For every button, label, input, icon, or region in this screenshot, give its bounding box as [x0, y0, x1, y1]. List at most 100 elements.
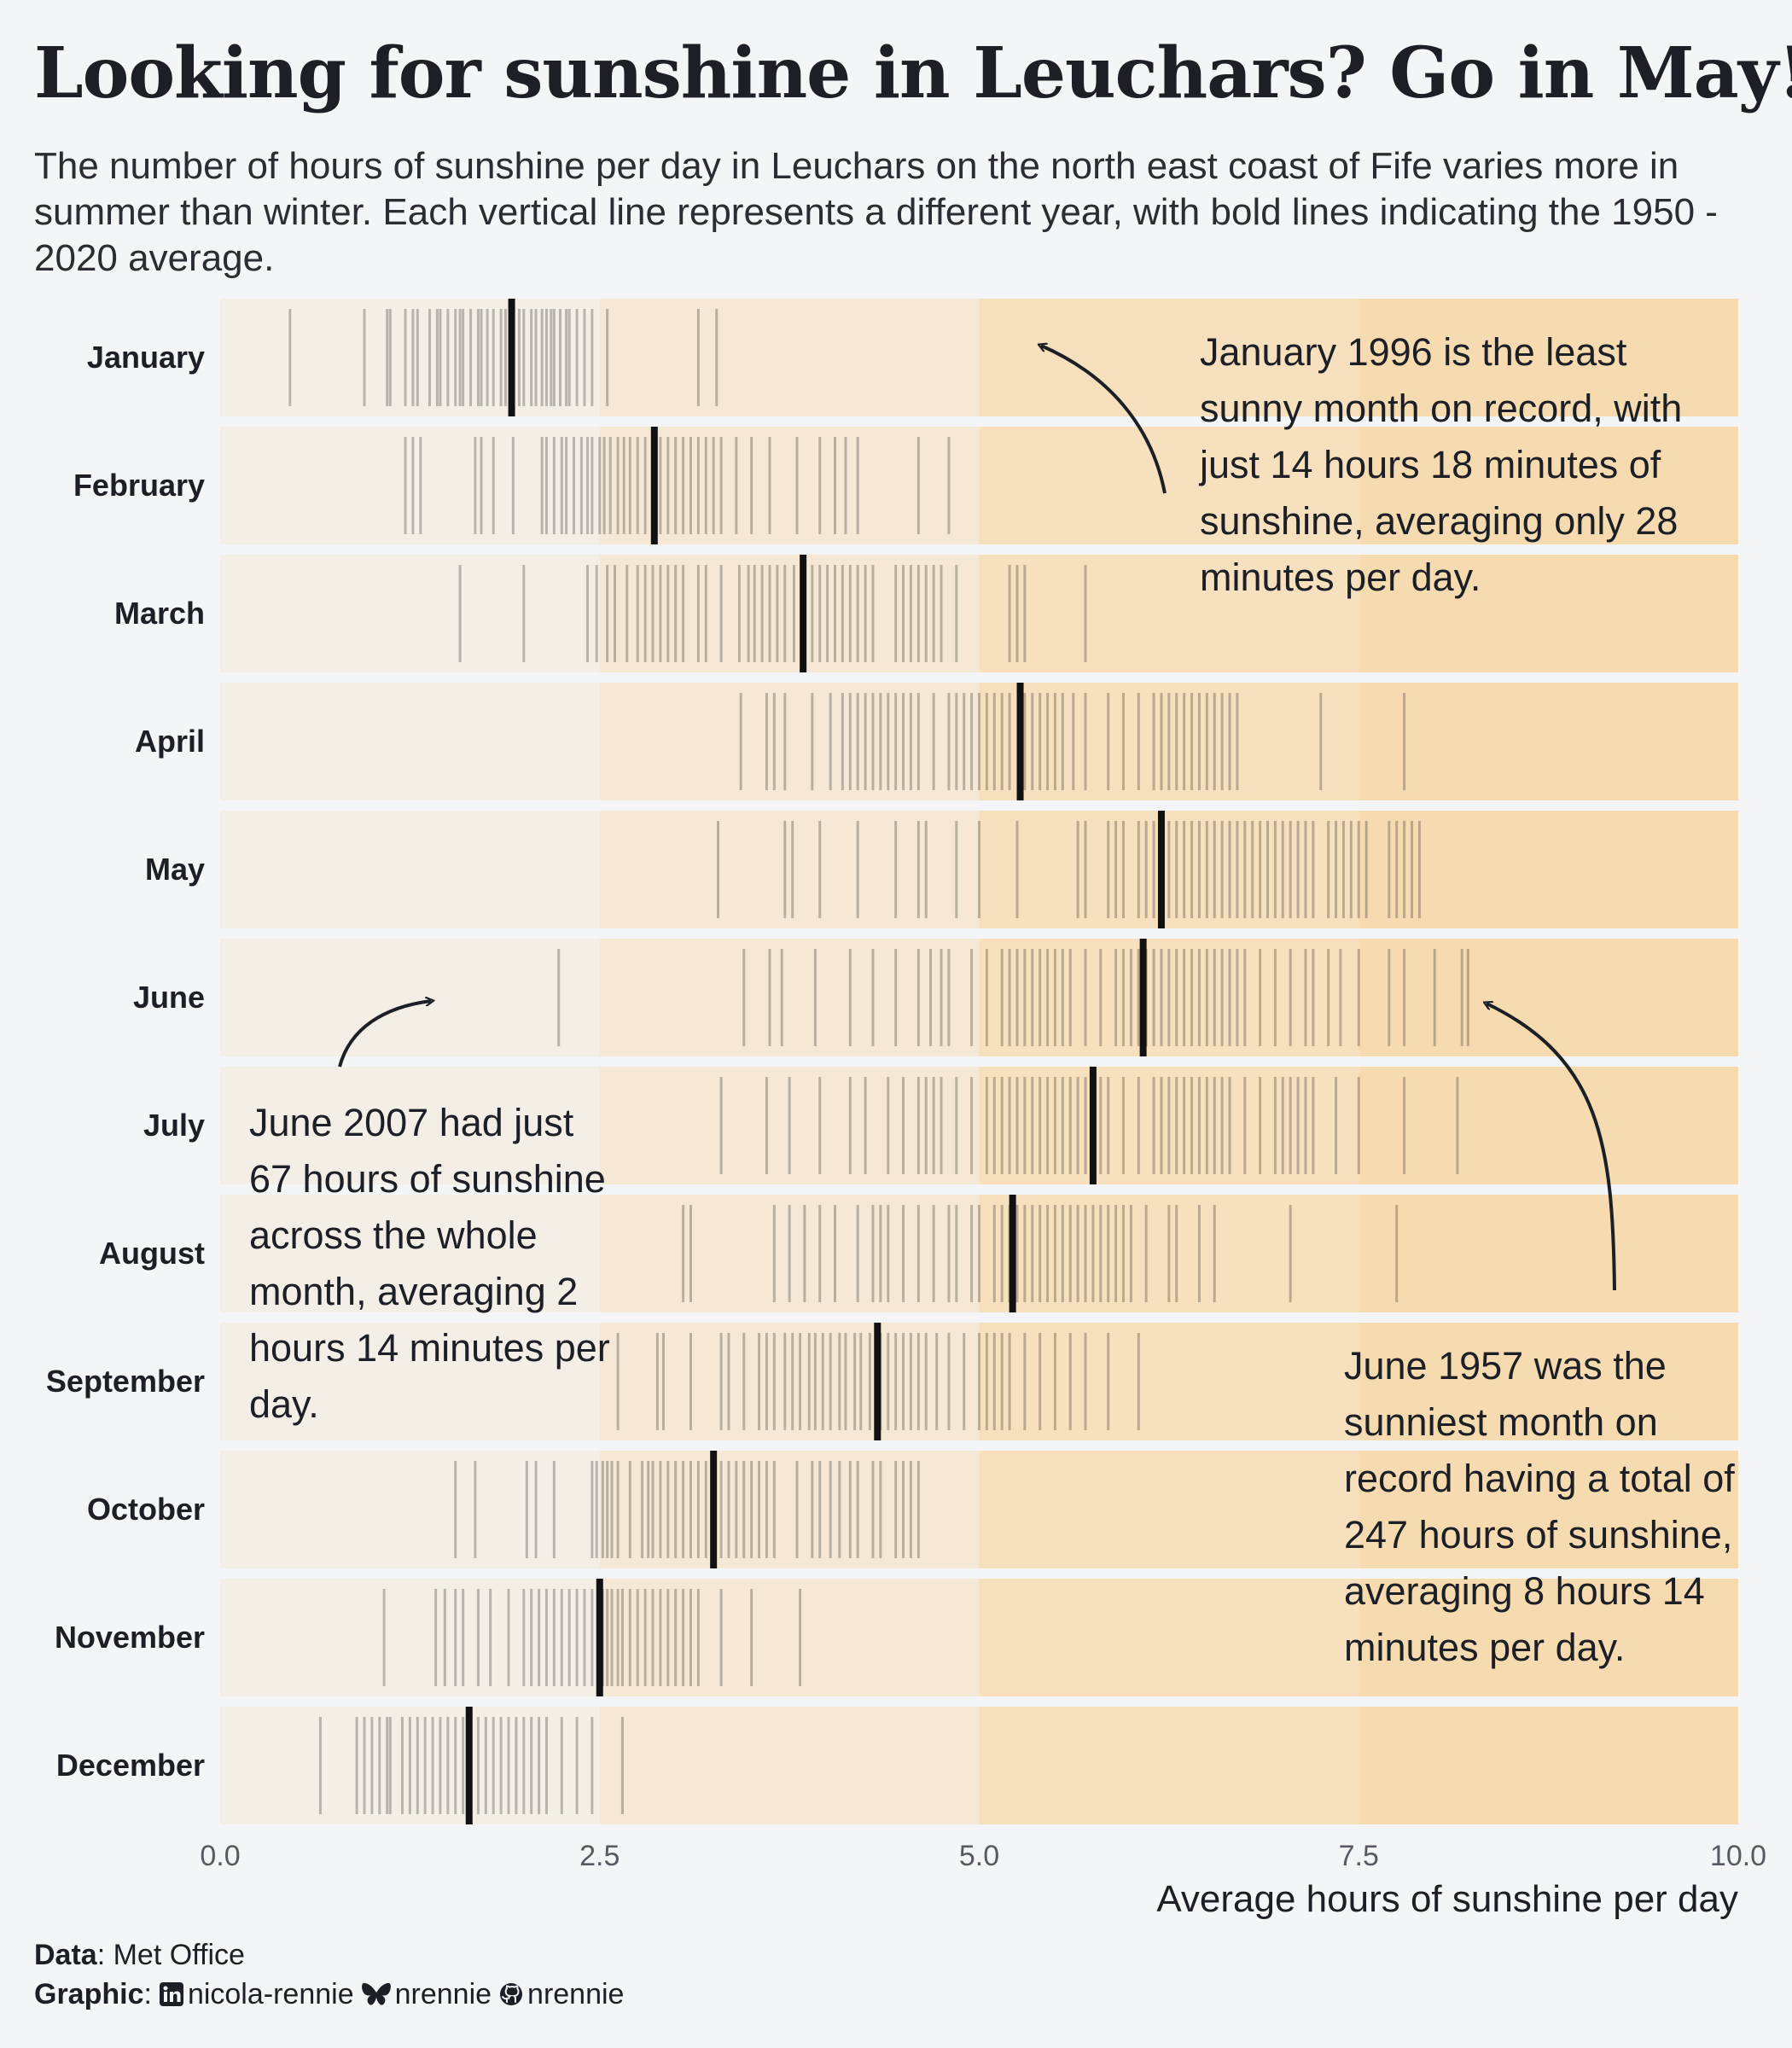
year-line: [647, 1461, 650, 1558]
year-line: [601, 1461, 604, 1558]
year-line: [833, 437, 836, 534]
year-line: [1190, 693, 1194, 790]
year-line: [924, 821, 928, 918]
github-handle[interactable]: nrennie: [527, 1978, 625, 2010]
year-line: [818, 1461, 822, 1558]
year-line: [1213, 821, 1216, 918]
background-band: [1359, 811, 1738, 928]
year-line: [916, 1205, 920, 1302]
year-line: [404, 437, 407, 534]
year-line: [651, 1461, 655, 1558]
year-line: [821, 1333, 824, 1430]
year-line: [1312, 1077, 1315, 1174]
year-line: [947, 437, 951, 534]
annotation-june-1957: June 1957 was the sunniest month on reco…: [1344, 1344, 1735, 1669]
year-line: [985, 693, 988, 790]
year-line: [1213, 1205, 1216, 1302]
year-line: [1122, 1077, 1126, 1174]
year-line: [1251, 821, 1254, 918]
background-band: [979, 683, 1359, 800]
year-line: [522, 1589, 526, 1686]
year-line: [807, 1333, 811, 1430]
year-line: [788, 1077, 791, 1174]
year-line: [1456, 1077, 1459, 1174]
year-line: [992, 1333, 996, 1430]
year-line: [606, 565, 609, 662]
year-line: [1213, 693, 1216, 790]
year-line: [1039, 1077, 1042, 1174]
year-line: [628, 1589, 631, 1686]
year-line: [1357, 1077, 1360, 1174]
month-label: December: [56, 1748, 205, 1783]
year-line: [1213, 949, 1216, 1046]
year-line: [1433, 949, 1436, 1046]
year-line: [829, 693, 832, 790]
year-line: [1084, 693, 1087, 790]
year-line: [1281, 1077, 1284, 1174]
year-line: [856, 1461, 859, 1558]
year-line: [924, 565, 928, 662]
year-line: [879, 693, 882, 790]
year-line: [783, 821, 787, 918]
background-band: [599, 427, 980, 544]
year-line: [636, 437, 639, 534]
month-label: May: [145, 852, 205, 887]
background-band: [220, 683, 600, 800]
year-line: [583, 1589, 586, 1686]
year-line: [871, 565, 875, 662]
month-label: June: [133, 980, 205, 1015]
year-line: [1015, 1205, 1019, 1302]
year-line: [525, 1461, 528, 1558]
annotation-january-1996: January 1996 is the least sunny month on…: [1200, 330, 1683, 599]
year-line: [1084, 565, 1087, 662]
year-line: [507, 1589, 510, 1686]
year-line: [1008, 1077, 1011, 1174]
year-line: [458, 565, 462, 662]
year-line: [765, 1077, 768, 1174]
year-line: [717, 821, 720, 918]
year-line: [715, 309, 719, 406]
background-band: [979, 1707, 1359, 1824]
month-label: September: [46, 1364, 205, 1399]
year-line: [829, 1461, 832, 1558]
year-line: [916, 1077, 920, 1174]
year-line: [1008, 693, 1011, 790]
month-label: July: [143, 1108, 205, 1143]
year-line: [753, 565, 756, 662]
year-line: [1220, 1077, 1224, 1174]
background-band: [599, 1323, 980, 1440]
year-line: [1107, 821, 1110, 918]
year-line: [1137, 1077, 1140, 1174]
year-line: [1129, 1205, 1132, 1302]
year-line: [614, 565, 617, 662]
year-line: [666, 1461, 670, 1558]
year-line: [1205, 1077, 1208, 1174]
year-line: [480, 309, 483, 406]
year-line: [462, 1589, 465, 1686]
year-line: [643, 565, 647, 662]
year-line: [848, 1461, 852, 1558]
year-line: [636, 1589, 639, 1686]
year-line: [696, 309, 700, 406]
year-line: [1289, 1077, 1292, 1174]
year-line: [818, 821, 822, 918]
year-line: [625, 565, 629, 662]
year-line: [591, 1461, 594, 1558]
year-line: [404, 309, 407, 406]
year-line: [750, 1461, 753, 1558]
year-line: [1327, 821, 1330, 918]
linkedin-handle[interactable]: nicola-rennie: [187, 1978, 354, 2010]
year-line: [552, 1589, 556, 1686]
year-line: [792, 565, 795, 662]
average-line: [1016, 683, 1024, 800]
year-line: [1061, 693, 1064, 790]
bluesky-handle[interactable]: nrennie: [394, 1978, 492, 2010]
x-tick-label: 7.5: [1339, 1840, 1379, 1872]
year-line: [1228, 693, 1231, 790]
year-line: [838, 1333, 841, 1430]
year-line: [416, 309, 419, 406]
background-band: [1359, 299, 1738, 416]
year-line: [620, 1717, 624, 1814]
year-line: [1076, 1077, 1079, 1174]
year-line: [355, 1717, 358, 1814]
